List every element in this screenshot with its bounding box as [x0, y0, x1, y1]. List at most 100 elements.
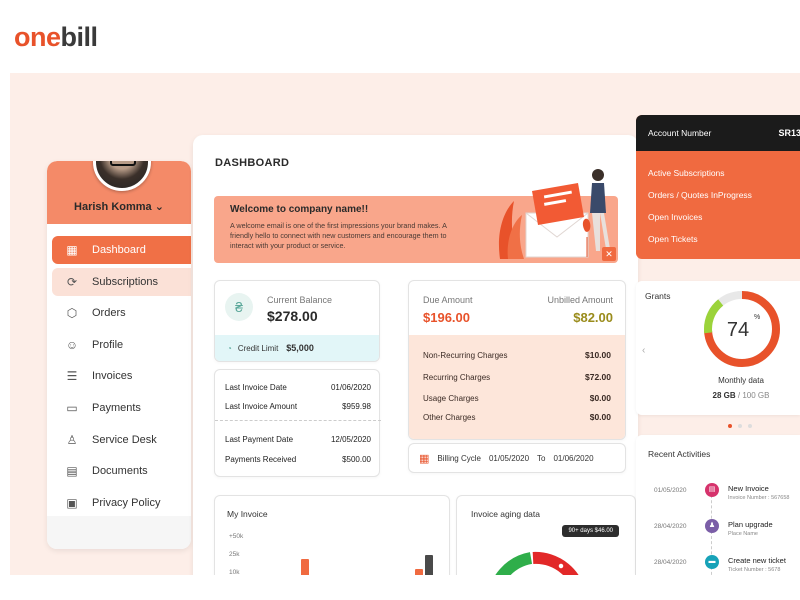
current-balance-label: Current Balance — [267, 295, 333, 305]
current-balance-value: $278.00 — [267, 308, 318, 324]
sidebar-item-invoices[interactable]: ☰ Invoices — [52, 362, 191, 390]
sidebar-item-documents[interactable]: ▤ Documents — [52, 457, 191, 485]
sidebar-item-label: Documents — [92, 465, 148, 478]
carousel-dot[interactable] — [748, 424, 752, 428]
payments-icon: ▭ — [66, 400, 78, 415]
activity-date: 28/04/2020 — [654, 559, 687, 566]
sidebar-item-orders[interactable]: ⬡ Orders — [52, 299, 191, 327]
billing-cycle-from: 01/05/2020 — [488, 453, 530, 463]
welcome-banner: Welcome to company name!! A welcome emai… — [214, 169, 618, 263]
carousel-dot[interactable] — [738, 424, 742, 428]
grants-usage: 28 GB / 100 GB — [706, 391, 776, 400]
sidebar-item-label: Invoices — [92, 370, 133, 383]
charge-value: $72.00 — [585, 372, 611, 382]
dashboard-panel: DASHBOARD Welcome to company name!! A we… — [193, 135, 638, 575]
logo-bill: bill — [60, 22, 99, 52]
upgrade-icon: ♟ — [705, 519, 719, 533]
last-invoice-date-row: Last Invoice Date 01/06/2020 — [225, 383, 371, 392]
payments-received-row: Payments Received $500.00 — [225, 455, 371, 464]
my-invoice-title: My Invoice — [227, 509, 268, 519]
activity-title[interactable]: Create new ticket — [728, 556, 786, 565]
grants-green-arc — [704, 291, 780, 367]
chevron-left-icon[interactable]: ‹ — [642, 345, 646, 356]
charge-value: $0.00 — [589, 412, 611, 422]
charges-breakdown: Non-Recurring Charges $10.00 Recurring C… — [409, 335, 625, 439]
grants-title: Grants — [645, 291, 671, 301]
dashboard-stage: Harish Komma ⌄ ▦ Dashboard ⟳ Subscriptio… — [10, 73, 800, 575]
account-number-label: Account Number — [648, 128, 712, 138]
account-number-bar: Account Number SR130 — [636, 115, 800, 151]
grants-percent-sign: % — [754, 314, 760, 321]
invoice-aging-chart: Invoice aging data 90+ days $46.00 — [456, 495, 636, 575]
y-tick: 25k — [229, 551, 240, 558]
carousel-dot[interactable] — [728, 424, 732, 428]
payments-received-label: Payments Received — [225, 455, 297, 464]
gauge-icon: ◔ — [227, 343, 232, 353]
credit-limit-label: Credit Limit — [237, 343, 279, 353]
welcome-text: A welcome email is one of the first impr… — [230, 221, 447, 250]
ticket-icon: ▬ — [705, 555, 719, 569]
invoice-bar[interactable] — [415, 569, 423, 575]
sidebar: Harish Komma ⌄ ▦ Dashboard ⟳ Subscriptio… — [47, 161, 191, 549]
carousel-dots — [728, 424, 752, 428]
activity-subtitle: Invoice Number : 567658 — [728, 495, 790, 501]
activity-title[interactable]: New Invoice — [728, 484, 769, 493]
wallet-icon: ₴ — [225, 293, 253, 321]
open-tickets-link[interactable]: Open Tickets — [648, 234, 698, 244]
last-payment-date-label: Last Payment Date — [225, 435, 294, 444]
grants-donut: 74 % — [704, 291, 780, 367]
charge-value: $10.00 — [585, 350, 611, 360]
credit-limit-value: $5,000 — [286, 343, 314, 353]
welcome-illustration — [498, 169, 610, 259]
sidebar-item-dashboard[interactable]: ▦ Dashboard — [52, 236, 191, 264]
sidebar-footer — [47, 516, 191, 549]
service-desk-icon: ♙ — [66, 432, 78, 447]
my-invoice-chart: My Invoice +50k 25k 10k — [214, 495, 450, 575]
sidebar-item-privacy-policy[interactable]: ▣ Privacy Policy — [52, 489, 191, 517]
close-banner-button[interactable]: ✕ — [602, 247, 616, 261]
active-subscriptions-link[interactable]: Active Subscriptions — [648, 168, 725, 178]
activity-date: 01/05/2020 — [654, 487, 687, 494]
orders-quotes-link[interactable]: Orders / Quotes InProgress — [648, 190, 752, 200]
due-amount-value: $196.00 — [423, 310, 470, 325]
sidebar-item-label: Payments — [92, 401, 141, 414]
billing-cycle-to: 01/06/2020 — [553, 453, 594, 463]
page-title: DASHBOARD — [215, 157, 290, 169]
invoice-bar[interactable] — [425, 555, 433, 575]
invoice-summary-card: Last Invoice Date 01/06/2020 Last Invoic… — [214, 369, 381, 477]
grants-total: / 100 GB — [737, 391, 770, 400]
sidebar-item-label: Dashboard — [92, 244, 146, 256]
invoices-icon: ☰ — [66, 369, 78, 384]
charge-name: Recurring Charges — [423, 373, 491, 382]
y-tick: 10k — [229, 569, 240, 575]
grants-percent: 74 — [727, 319, 749, 341]
open-invoices-link[interactable]: Open Invoices — [648, 212, 703, 222]
recent-activities-card: Recent Activities 01/05/2020 ▤ New Invoi… — [636, 435, 800, 575]
username-dropdown[interactable]: Harish Komma ⌄ — [74, 201, 164, 213]
sidebar-item-profile[interactable]: ☺ Profile — [52, 331, 191, 359]
current-balance-card: ₴ Current Balance $278.00 ◔ Credit Limit… — [214, 280, 380, 362]
last-invoice-amount-row: Last Invoice Amount $959.98 — [225, 402, 371, 411]
aging-donut[interactable] — [481, 536, 591, 575]
charge-name: Non-Recurring Charges — [423, 351, 508, 360]
grants-used-arc — [704, 291, 780, 367]
activity-title[interactable]: Plan upgrade — [728, 520, 773, 529]
sidebar-item-payments[interactable]: ▭ Payments — [52, 394, 191, 422]
recent-activities-title: Recent Activities — [648, 449, 711, 459]
invoice-bar[interactable] — [301, 559, 309, 575]
last-invoice-amount-value: $959.98 — [342, 402, 371, 411]
sidebar-item-subscriptions[interactable]: ⟳ Subscriptions — [52, 267, 191, 296]
due-amount-card: Due Amount Unbilled Amount $196.00 $82.0… — [408, 280, 626, 440]
billing-cycle-label: Billing Cycle — [437, 453, 481, 463]
last-invoice-amount-label: Last Invoice Amount — [225, 402, 298, 411]
last-invoice-date-value: 01/06/2020 — [330, 383, 371, 392]
onebill-logo[interactable]: onebill — [14, 22, 98, 53]
charge-name: Usage Charges — [423, 394, 479, 403]
sidebar-item-label: Subscriptions — [92, 275, 159, 288]
sidebar-item-service-desk[interactable]: ♙ Service Desk — [52, 426, 191, 454]
charge-value: $0.00 — [589, 393, 611, 403]
sidebar-nav: ▦ Dashboard ⟳ Subscriptions ⬡ Orders ☺ P… — [52, 236, 191, 520]
invoice-aging-title: Invoice aging data — [471, 509, 540, 519]
calendar-icon: ▦ — [419, 452, 430, 465]
charge-name: Other Charges — [423, 413, 476, 422]
